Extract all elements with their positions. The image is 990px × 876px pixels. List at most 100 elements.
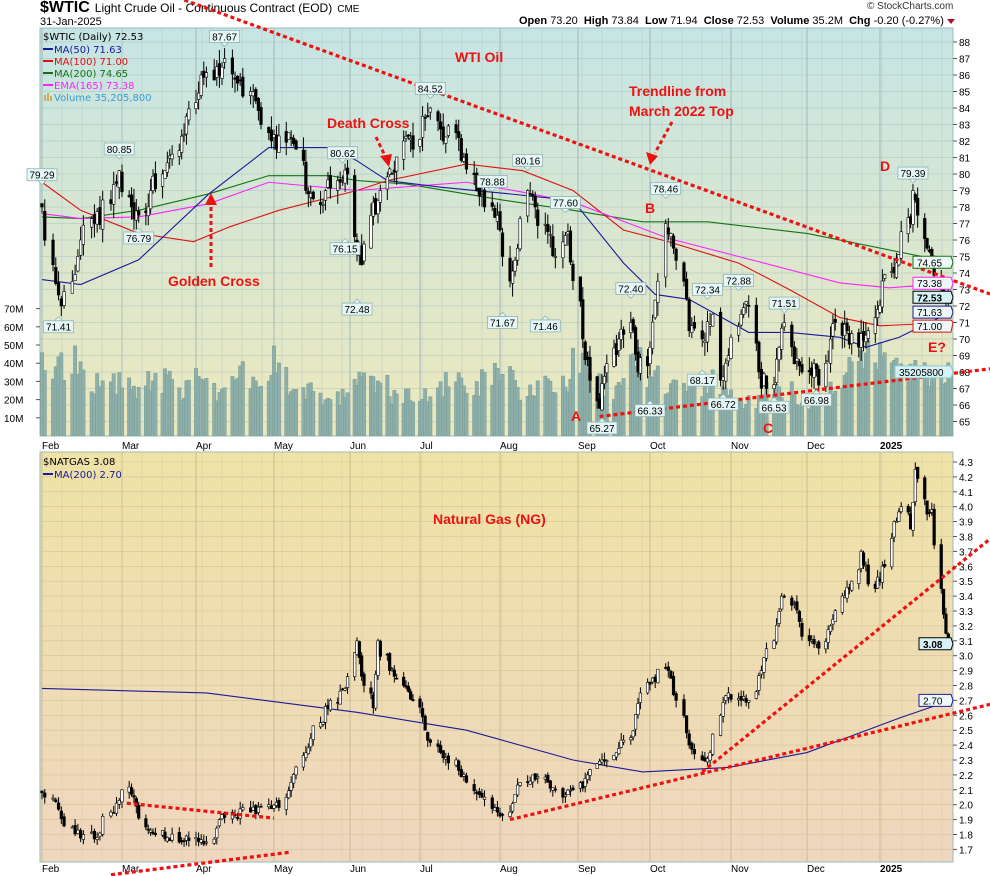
last-value-flag-text: 74.65 bbox=[917, 258, 942, 269]
wti-candle bbox=[287, 132, 291, 140]
wti-candle bbox=[880, 280, 884, 308]
price-flag-pointer bbox=[560, 208, 571, 214]
wti-candle bbox=[516, 247, 520, 261]
wti-candle bbox=[800, 364, 804, 373]
wti-candle bbox=[546, 224, 550, 233]
wti-candle bbox=[153, 173, 158, 190]
wti-candle bbox=[700, 330, 704, 340]
last-value-flag: 73.38 bbox=[912, 276, 954, 290]
price-flag-text: 71.41 bbox=[46, 323, 71, 334]
volume-bar bbox=[655, 365, 660, 436]
wti-candle bbox=[595, 376, 599, 402]
natgas-candle bbox=[500, 813, 505, 816]
wti-candle bbox=[180, 135, 184, 153]
wti-oil-title: WTI Oil bbox=[455, 49, 503, 65]
volume-icon bbox=[44, 93, 52, 101]
natgas-candle bbox=[287, 790, 291, 799]
last-value-flag: 71.63 bbox=[912, 305, 954, 319]
natgas-candle bbox=[62, 816, 66, 827]
golden-cross-label: Golden Cross bbox=[168, 273, 260, 289]
natgas-candle bbox=[588, 769, 592, 776]
natgas-candle bbox=[426, 732, 430, 741]
price-flag-text: 76.15 bbox=[333, 245, 358, 256]
natgas-candle bbox=[304, 752, 308, 758]
wti-candle bbox=[568, 230, 573, 263]
x-tick-label: May bbox=[274, 864, 293, 875]
wti-candle bbox=[612, 347, 616, 367]
natgas-candle bbox=[508, 811, 512, 817]
natgas-candle bbox=[475, 791, 479, 794]
wti-candle bbox=[633, 327, 638, 355]
y-tick-label: 4.3 bbox=[959, 458, 973, 469]
wti-candle bbox=[600, 383, 604, 411]
price-flag: 80.85 bbox=[103, 142, 135, 160]
wti-candle bbox=[259, 107, 263, 125]
natgas-candle bbox=[631, 730, 635, 738]
wti-candle bbox=[177, 150, 181, 157]
natgas-candle bbox=[666, 666, 670, 671]
y-tick-label: 82 bbox=[959, 137, 971, 148]
y-tick-label: 1.9 bbox=[959, 816, 973, 827]
natgas-candle bbox=[840, 595, 844, 613]
natgas-candle bbox=[428, 739, 432, 743]
wti-candle bbox=[563, 235, 568, 246]
wti-candle bbox=[233, 77, 237, 80]
natgas-candle bbox=[194, 837, 198, 840]
y-tick-label: 3.0 bbox=[959, 652, 973, 663]
y-tick-label: 1.8 bbox=[959, 831, 973, 842]
price-flag-pointer bbox=[733, 286, 744, 292]
last-value-flag-box bbox=[912, 305, 954, 319]
price-flag-text: 79.39 bbox=[900, 169, 925, 180]
wti-candle bbox=[117, 170, 121, 188]
price-flag: 71.51 bbox=[768, 296, 800, 314]
price-flag: 66.98 bbox=[801, 389, 832, 407]
y-tick-label: 3.1 bbox=[959, 637, 973, 648]
wti-candle bbox=[204, 72, 209, 78]
price-flag: 72.34 bbox=[692, 282, 723, 300]
wti-candle bbox=[687, 299, 691, 332]
trendlines bbox=[110, 0, 990, 876]
natgas-candle bbox=[721, 702, 725, 717]
volume-bar bbox=[948, 371, 953, 436]
y-tick-label: 83 bbox=[959, 121, 971, 132]
wti-candle bbox=[754, 304, 758, 344]
y-tick-label: 3.6 bbox=[959, 562, 973, 573]
natgas-candle bbox=[762, 657, 766, 673]
wti-candle bbox=[328, 175, 332, 189]
natgas-legend: $NATGAS 3.08 MA(200) 2.70 bbox=[43, 457, 122, 481]
natgas-candle bbox=[563, 794, 568, 797]
volume-bar bbox=[482, 372, 487, 436]
y-tick-label: 3.9 bbox=[959, 518, 973, 529]
chart-title-row: $WTIC Light Crude Oil - Continuous Contr… bbox=[40, 0, 359, 16]
natgas-candle bbox=[318, 722, 323, 728]
volume-tick-label: 70M bbox=[4, 305, 23, 316]
wti-candle bbox=[774, 358, 779, 383]
natgas-candle bbox=[345, 676, 350, 688]
natgas-candle bbox=[692, 749, 697, 755]
volume-tick-label: 40M bbox=[4, 359, 23, 370]
legend-ng-ma200: MA(200) 2.70 bbox=[54, 470, 122, 481]
natgas-candle bbox=[284, 796, 288, 810]
volume-bar bbox=[294, 389, 298, 436]
natgas-candle bbox=[597, 760, 602, 765]
volume-bar bbox=[800, 402, 804, 436]
price-flag: 66.72 bbox=[707, 393, 739, 411]
natgas-candle bbox=[95, 837, 99, 840]
price-flag-pointer bbox=[133, 227, 144, 233]
volume-bar bbox=[729, 389, 733, 436]
wti-candle bbox=[845, 322, 849, 332]
volume-bar bbox=[621, 378, 626, 436]
natgas-candle bbox=[338, 690, 342, 705]
wti-candle bbox=[170, 153, 174, 160]
wti-candle bbox=[90, 218, 94, 228]
natgas-candle bbox=[56, 802, 61, 810]
natgas-candle bbox=[682, 699, 686, 716]
trendline-arrow bbox=[653, 121, 674, 154]
last-value-flag-text: 72.53 bbox=[917, 293, 942, 304]
wti-candle bbox=[724, 362, 728, 382]
wti-candle bbox=[916, 198, 920, 216]
price-flag-pointer bbox=[660, 194, 671, 199]
wti-candle bbox=[638, 357, 642, 374]
wti-candle bbox=[674, 248, 678, 261]
natgas-candle bbox=[636, 703, 640, 715]
